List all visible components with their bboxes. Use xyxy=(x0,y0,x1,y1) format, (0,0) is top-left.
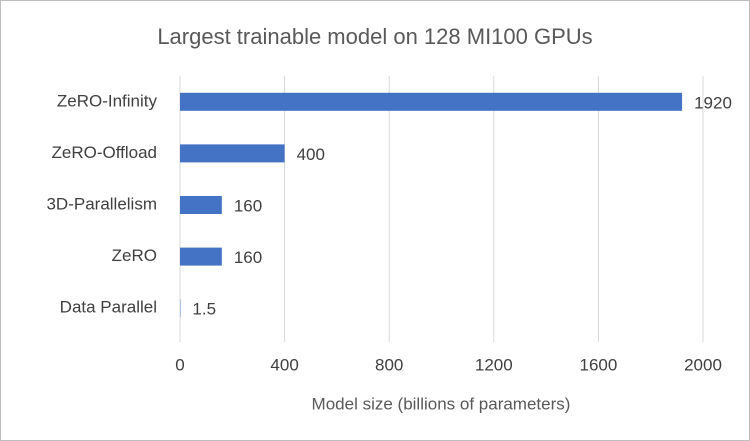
bar xyxy=(180,196,222,214)
y-tick-label: Data Parallel xyxy=(60,298,157,317)
chart-title: Largest trainable model on 128 MI100 GPU… xyxy=(157,24,592,49)
y-tick-label: ZeRO-Offload xyxy=(51,143,157,162)
x-tick-label: 400 xyxy=(270,355,298,374)
y-tick-label: 3D-Parallelism xyxy=(46,194,157,213)
value-label: 1920 xyxy=(694,93,732,112)
x-axis-label: Model size (billions of parameters) xyxy=(312,394,571,413)
x-tick-label: 1200 xyxy=(475,355,513,374)
value-label: 400 xyxy=(297,145,325,164)
x-tick-label: 0 xyxy=(175,355,184,374)
x-tick-label: 1600 xyxy=(579,355,617,374)
x-tick-label: 2000 xyxy=(684,355,722,374)
y-tick-label: ZeRO xyxy=(112,246,157,265)
bar xyxy=(180,92,683,111)
x-tick-label: 800 xyxy=(375,355,403,374)
value-label: 160 xyxy=(234,196,262,215)
value-label: 1.5 xyxy=(192,300,216,319)
bar xyxy=(180,247,222,266)
y-tick-label: ZeRO-Infinity xyxy=(57,91,158,110)
bar xyxy=(180,144,285,163)
value-label: 160 xyxy=(234,248,262,267)
